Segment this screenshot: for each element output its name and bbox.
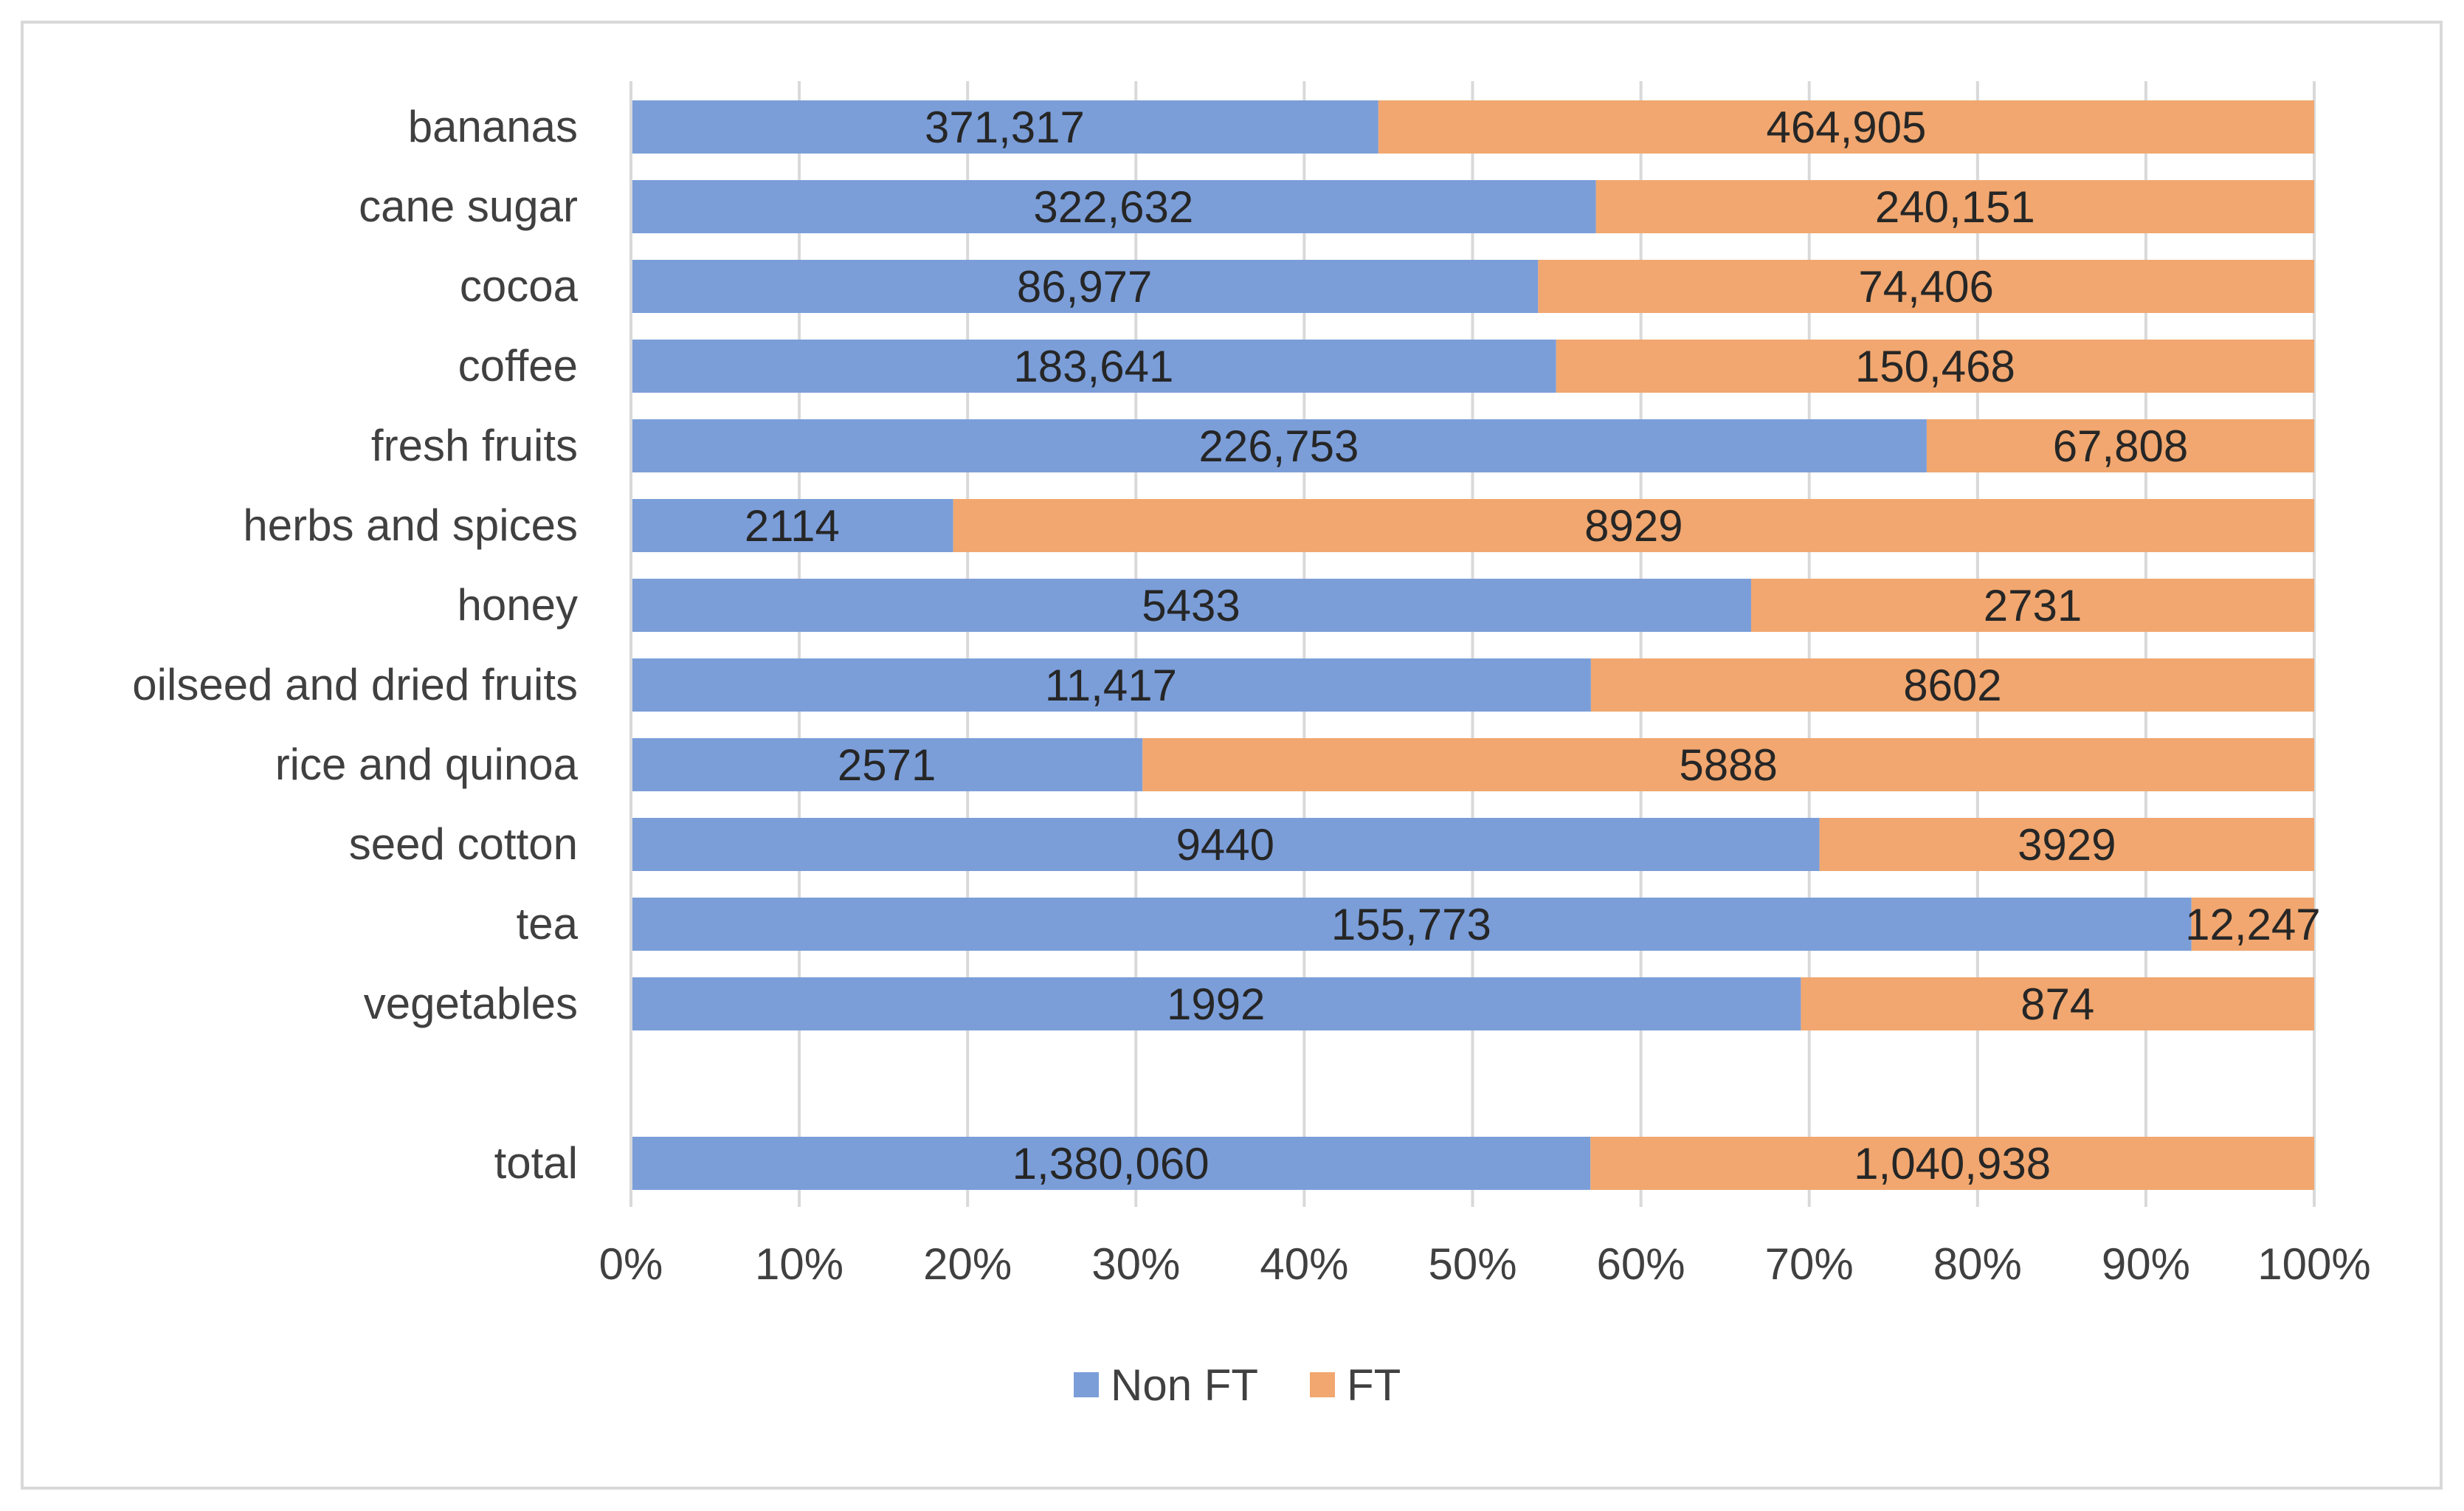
bar-non-ft-total [631,1137,1591,1190]
category-label-herbs-and-spices: herbs and spices [243,500,578,550]
data-label-ft-fresh-fruits: 67,808 [2053,421,2189,471]
x-tick-label-70: 70% [1765,1239,1854,1289]
axes: 0% 10% 20% 30% 40% 50% 60% 70% 80% 90% 100% bananas… [132,81,2371,1289]
data-label-ft-coffee: 150,468 [1855,342,2015,391]
data-label-non-ft-rice-and-quinoa: 2571 [838,740,936,790]
bar-non-ft-seed-cotton [631,818,1820,871]
data-label-ft-tea: 12,247 [2185,900,2321,949]
bar-non-ft-vegetables [631,977,1801,1030]
bar-ft-oilseed-and-dried-fruits [1590,658,2314,712]
data-label-non-ft-honey: 5433 [1142,581,1240,630]
category-label-vegetables: vegetables [364,979,578,1028]
data-label-non-ft-coffee: 183,641 [1013,342,1173,391]
x-tick-label-20: 20% [923,1239,1012,1289]
data-label-ft-cane-sugar: 240,151 [1875,182,2035,232]
data-label-ft-herbs-and-spices: 8929 [1584,501,1683,551]
data-label-non-ft-fresh-fruits: 226,753 [1199,421,1359,471]
data-label-non-ft-vegetables: 1992 [1167,980,1265,1029]
data-label-non-ft-bananas: 371,317 [925,103,1085,152]
data-label-ft-vegetables: 874 [2020,980,2094,1029]
legend-label-ft: FT [1347,1360,1401,1410]
category-label-rice-and-quinoa: rice and quinoa [275,740,579,789]
bar-non-ft-herbs-and-spices [631,499,953,552]
bar-non-ft-bananas [631,100,1378,154]
bar-ft-bananas [1378,100,2314,154]
bar-ft-coffee [1556,340,2314,393]
category-label-cocoa: cocoa [460,261,579,311]
bar-ft-vegetables [1801,977,2314,1030]
bar-non-ft-honey [631,579,1751,632]
data-label-non-ft-total: 1,380,060 [1012,1139,1209,1188]
category-label-honey: honey [458,580,578,630]
bar-ft-cane-sugar [1595,180,2314,233]
data-label-non-ft-cane-sugar: 322,632 [1033,182,1193,232]
bar-ft-fresh-fruits [1926,419,2314,472]
data-label-ft-bananas: 464,905 [1766,103,1926,152]
bar-non-ft-oilseed-and-dried-fruits [631,658,1591,712]
legend-label-non-ft: Non FT [1111,1360,1258,1410]
bar-ft-rice-and-quinoa [1142,738,2314,791]
data-label-ft-seed-cotton: 3929 [2018,820,2116,870]
data-label-non-ft-cocoa: 86,977 [1017,262,1153,312]
bar-ft-cocoa [1538,260,2314,313]
data-label-ft-rice-and-quinoa: 5888 [1679,740,1777,790]
x-tick-label-40: 40% [1260,1239,1348,1289]
bar-ft-honey [1750,579,2314,632]
data-label-non-ft-tea: 155,773 [1331,900,1491,949]
bar-data-labels: 371,317 464,905 322,632 240,151 86,977 74,406… [745,103,2321,1188]
legend-swatch-non-ft [1074,1372,1099,1397]
category-label-total: total [494,1138,578,1188]
category-label-cane-sugar: cane sugar [359,182,578,231]
legend: Non FT FT [1074,1360,1401,1410]
bars [631,100,2314,1190]
bar-non-ft-tea [631,898,2192,951]
x-tick-label-100: 100% [2257,1239,2370,1289]
data-label-ft-oilseed-and-dried-fruits: 8602 [1903,661,2001,710]
x-tick-label-90: 90% [2102,1239,2190,1289]
bar-non-ft-cocoa [631,260,1539,313]
bar-non-ft-rice-and-quinoa [631,738,1143,791]
bar-ft-total [1590,1137,2314,1190]
data-label-non-ft-seed-cotton: 9440 [1176,820,1274,870]
data-label-non-ft-oilseed-and-dried-fruits: 11,417 [1045,661,1177,710]
gridlines [798,81,2316,1207]
bar-non-ft-cane-sugar [631,180,1596,233]
x-tick-label-60: 60% [1597,1239,1685,1289]
x-tick-label-80: 80% [1933,1239,2022,1289]
category-label-fresh-fruits: fresh fruits [371,421,578,470]
bar-ft-herbs-and-spices [953,499,2314,552]
x-tick-label-0: 0% [599,1239,663,1289]
data-label-ft-cocoa: 74,406 [1858,262,1994,312]
bar-ft-seed-cotton [1819,818,2314,871]
bar-non-ft-coffee [631,340,1556,393]
data-label-ft-honey: 2731 [1984,581,2082,630]
category-label-tea: tea [517,899,579,949]
bar-non-ft-fresh-fruits [631,419,1927,472]
x-tick-label-30: 30% [1091,1239,1180,1289]
category-label-seed-cotton: seed cotton [349,819,578,869]
data-label-ft-total: 1,040,938 [1854,1139,2051,1188]
data-label-non-ft-herbs-and-spices: 2114 [745,501,840,551]
category-label-coffee: coffee [458,341,578,390]
legend-swatch-ft [1310,1372,1335,1397]
category-label-oilseed-and-dried-fruits: oilseed and dried fruits [132,660,578,709]
x-tick-label-10: 10% [755,1239,843,1289]
x-tick-label-50: 50% [1428,1239,1516,1289]
bar-ft-tea [2191,898,2314,951]
category-label-bananas: bananas [408,102,578,151]
